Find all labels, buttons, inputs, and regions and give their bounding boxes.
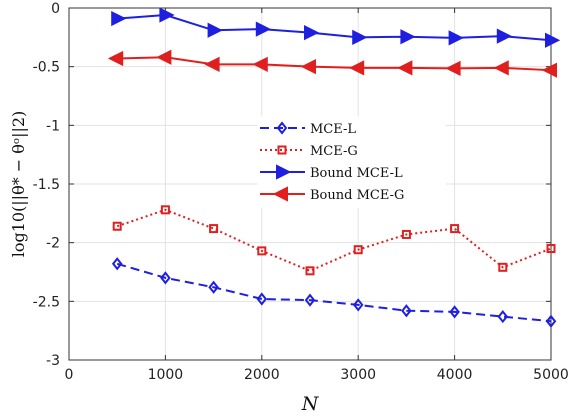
data-point bbox=[304, 293, 316, 307]
data-point bbox=[353, 245, 363, 255]
y-tick-label: -2 bbox=[46, 236, 60, 252]
legend-marker bbox=[277, 145, 287, 155]
series-mce-l bbox=[111, 257, 557, 328]
data-point bbox=[160, 205, 170, 215]
data-point bbox=[348, 60, 365, 76]
x-axis: 0 1000 2000 3000 4000 5000 bbox=[65, 8, 569, 383]
y-tick-label: -1 bbox=[46, 118, 60, 134]
data-point bbox=[156, 49, 172, 65]
y-tick-label: -3 bbox=[46, 353, 60, 369]
data-point bbox=[450, 224, 460, 234]
data-point bbox=[493, 60, 509, 76]
data-point bbox=[498, 262, 508, 272]
legend-entry: Bound MCE-L bbox=[260, 164, 403, 181]
y-tick-label: -1.5 bbox=[33, 177, 60, 193]
x-tick-label: 2000 bbox=[244, 367, 280, 383]
legend-entry: MCE-G bbox=[260, 144, 358, 159]
data-point bbox=[112, 221, 122, 231]
data-point bbox=[304, 25, 320, 41]
legend-marker bbox=[276, 121, 288, 135]
y-tick-label: -0.5 bbox=[33, 60, 60, 76]
data-point bbox=[208, 280, 219, 294]
x-tick-label: 4000 bbox=[437, 367, 473, 383]
legend-marker bbox=[272, 186, 288, 202]
data-point bbox=[111, 10, 127, 27]
legend-entry: Bound MCE-G bbox=[260, 186, 404, 203]
legend-marker bbox=[276, 164, 292, 180]
y-axis-label: log10(||θ* − θᵒ||2) bbox=[9, 111, 28, 258]
data-point bbox=[209, 224, 219, 234]
legend-label: Bound MCE-G bbox=[310, 188, 404, 203]
series-bound-mce-g bbox=[107, 49, 557, 78]
series-mce-g bbox=[112, 205, 556, 276]
data-point bbox=[204, 56, 220, 72]
legend-box bbox=[257, 116, 446, 208]
series-line bbox=[117, 56, 552, 72]
data-point bbox=[545, 32, 561, 48]
series-layer bbox=[107, 7, 561, 328]
data-point bbox=[252, 56, 268, 72]
data-point bbox=[352, 298, 364, 312]
data-point bbox=[496, 28, 513, 44]
data-point bbox=[400, 29, 416, 45]
x-tick-label: 1000 bbox=[148, 367, 184, 383]
legend-label: MCE-G bbox=[310, 144, 358, 159]
data-point bbox=[160, 271, 171, 285]
y-axis: 0 -0.5 -1 -1.5 -2 -2.5 -3 bbox=[33, 1, 551, 369]
x-tick-label: 5000 bbox=[533, 367, 569, 383]
data-point bbox=[300, 59, 316, 75]
legend-label: MCE-L bbox=[310, 122, 356, 137]
data-point bbox=[352, 29, 368, 45]
series-bound-mce-l bbox=[111, 7, 561, 48]
data-point bbox=[401, 304, 412, 318]
x-axis-label: N bbox=[301, 393, 320, 415]
x-tick-label: 0 bbox=[65, 367, 74, 383]
x-tick-label: 3000 bbox=[340, 367, 376, 383]
data-point bbox=[256, 292, 268, 306]
data-point bbox=[546, 244, 556, 254]
data-point bbox=[107, 50, 124, 67]
data-point bbox=[111, 257, 123, 271]
data-point bbox=[255, 21, 272, 37]
data-point bbox=[305, 266, 315, 276]
data-point bbox=[448, 30, 464, 46]
legend: MCE-L MCE-G Bound MCE-L Bound MCE-G bbox=[257, 116, 446, 208]
series-line bbox=[116, 208, 552, 272]
data-point bbox=[497, 309, 509, 324]
data-point bbox=[207, 22, 223, 38]
data-point bbox=[449, 305, 460, 319]
data-point bbox=[257, 246, 267, 256]
legend-label: Bound MCE-L bbox=[310, 166, 403, 181]
y-tick-label: 0 bbox=[51, 1, 60, 17]
data-point bbox=[397, 60, 413, 76]
data-point bbox=[401, 229, 411, 239]
data-point bbox=[159, 7, 175, 23]
data-point bbox=[541, 62, 557, 78]
y-tick-label: -2.5 bbox=[33, 294, 60, 310]
data-point bbox=[545, 314, 557, 328]
series-line bbox=[116, 262, 552, 323]
series-line bbox=[117, 14, 552, 42]
legend-entry: MCE-L bbox=[260, 121, 356, 137]
data-point bbox=[445, 60, 461, 77]
